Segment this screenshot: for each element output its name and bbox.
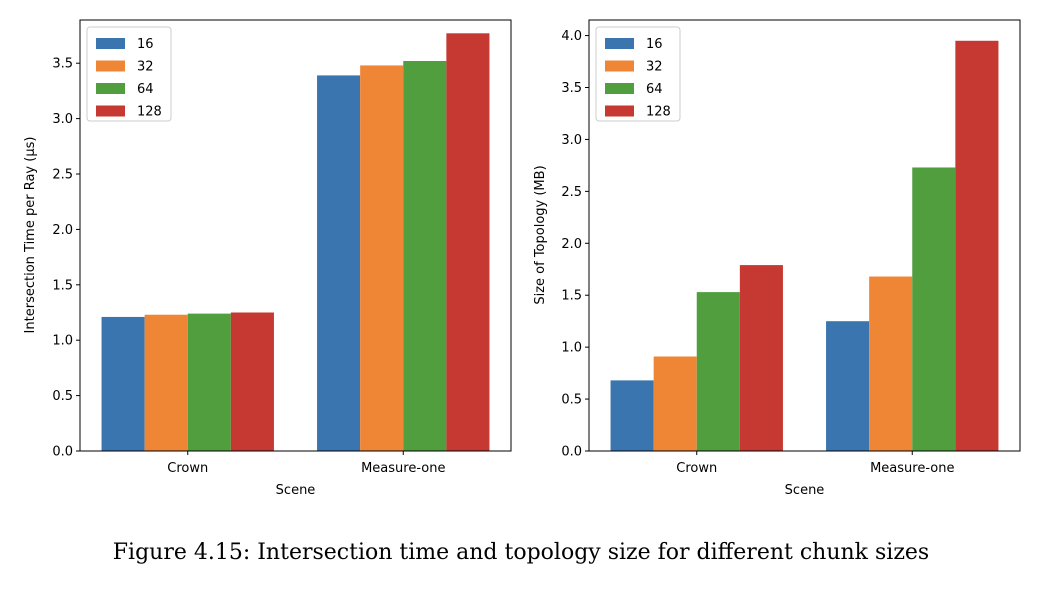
legend-swatch-32	[605, 60, 634, 72]
bar-128-measure-one	[955, 40, 999, 452]
y-tick-label: 1.5	[561, 289, 582, 304]
chart-intersection-time: 0.0 0.5 1.0 1.5 2.0 2.5 3.0 3.5 Crown Measure-one…	[23, 19, 512, 498]
y-axis-label: Intersection Time per Ray (µs)	[23, 137, 38, 334]
x-tick-label: Crown	[676, 461, 717, 476]
y-tick-label: 4.0	[561, 29, 582, 44]
y-tick-label: 2.0	[52, 223, 73, 238]
legend-swatch-32	[96, 60, 125, 72]
y-tick-label: 1.0	[561, 341, 582, 356]
bar-64-crown	[187, 313, 231, 451]
legend-label: 16	[646, 37, 663, 52]
legend-label: 128	[137, 105, 162, 120]
figure-caption: Figure 4.15: Intersection time and topol…	[112, 540, 930, 565]
y-tick-label: 3.0	[561, 133, 582, 148]
bar-128-crown	[739, 265, 783, 451]
bar-16-measure-one	[317, 75, 361, 452]
y-tick-label: 3.5	[52, 57, 73, 72]
y-tick-label: 2.5	[52, 168, 73, 183]
y-tick-label: 0.5	[52, 389, 73, 404]
legend-label: 32	[646, 60, 663, 75]
legend-label: 32	[137, 60, 154, 75]
plot-frame	[79, 19, 512, 452]
plot-frame	[588, 19, 1021, 452]
bar-128-crown	[230, 312, 274, 451]
bar-64-crown	[696, 292, 740, 451]
y-tick-label: 3.0	[52, 112, 73, 127]
bar-32-measure-one	[869, 276, 913, 451]
bar-128-measure-one	[446, 33, 490, 452]
y-tick-label: 2.5	[561, 185, 582, 200]
x-axis-label: Scene	[276, 483, 316, 498]
legend-label: 64	[137, 82, 154, 97]
legend-swatch-64	[605, 83, 634, 94]
y-tick-label: 3.5	[561, 81, 582, 96]
y-axis-label: Size of Topology (MB)	[533, 165, 548, 304]
x-tick-label: Measure-one	[870, 461, 954, 476]
chart-topology-size: 0.0 0.5 1.0 1.5 2.0 2.5 3.0 3.5 4.0 Crown Measure-…	[533, 19, 1021, 498]
y-tick-label: 1.5	[52, 278, 73, 293]
bar-16-measure-one	[826, 321, 870, 451]
bar-16-crown	[610, 380, 654, 451]
bar-64-measure-one	[912, 167, 956, 451]
y-tick-label: 0.0	[52, 445, 73, 460]
legend-label: 64	[646, 82, 663, 97]
legend-box	[86, 26, 172, 122]
x-axis-label: Scene	[785, 483, 825, 498]
y-tick-label: 0.5	[561, 393, 582, 408]
x-tick-label: Crown	[167, 461, 208, 476]
legend-swatch-128	[605, 105, 634, 117]
legend-swatch-128	[96, 105, 125, 117]
legend-label: 128	[646, 105, 671, 120]
bar-64-measure-one	[403, 60, 447, 452]
y-tick-label: 1.0	[52, 334, 73, 349]
bar-32-crown	[144, 314, 188, 451]
legend-swatch-16	[96, 38, 125, 49]
y-tick-label: 0.0	[561, 445, 582, 460]
bar-16-crown	[101, 316, 145, 451]
legend-label: 16	[137, 37, 154, 52]
x-tick-label: Measure-one	[361, 461, 445, 476]
bar-32-crown	[653, 356, 697, 451]
y-tick-label: 2.0	[561, 237, 582, 252]
bar-32-measure-one	[360, 65, 404, 452]
legend-swatch-16	[605, 38, 634, 49]
legend-swatch-64	[96, 83, 125, 94]
legend-box	[595, 26, 681, 122]
